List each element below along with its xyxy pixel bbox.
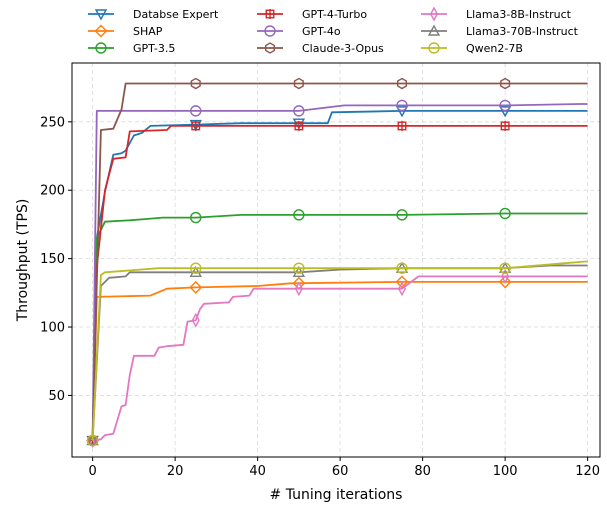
legend-item: Claude-3-Opus	[257, 42, 384, 55]
marker-circle	[95, 42, 107, 54]
series-shap	[86, 275, 588, 448]
legend-label: Databse Expert	[133, 8, 219, 21]
marker-triangle-down	[292, 118, 306, 130]
series-line	[92, 275, 588, 442]
series-claude-3-opus	[87, 77, 588, 447]
y-tick-label: 50	[48, 389, 65, 404]
marker-hexagon	[396, 77, 408, 90]
marker-triangle-up	[86, 434, 99, 446]
x-tick-label: 60	[332, 464, 349, 479]
x-tick-label: 0	[88, 464, 96, 479]
marker-hexagon	[500, 77, 511, 90]
marker-diamond	[94, 24, 108, 38]
legend-item: GPT-4o	[257, 25, 341, 38]
marker-circle	[190, 262, 202, 274]
series-llama3-8b-instruct	[88, 268, 588, 449]
x-tick-label: 20	[167, 464, 184, 479]
legend: Databse Expert SHAP GPT-3.5 GPT-4-Turbo GPT-…	[88, 6, 579, 55]
marker-circle	[499, 99, 511, 112]
marker-triangle-down	[395, 106, 409, 118]
series-qwen2-7b	[86, 260, 588, 447]
y-tick-label: 150	[40, 252, 65, 267]
legend-label: Llama3-8B-Instruct	[466, 8, 572, 21]
x-tick-label: 100	[493, 464, 518, 479]
y-axis-label: Throughput (TPS)	[15, 199, 31, 323]
marker-diamond	[498, 275, 512, 289]
marker-plus	[190, 120, 201, 131]
y-tick-label: 200	[40, 184, 65, 199]
marker-thin-diamond	[397, 281, 407, 297]
legend-item: Llama3-8B-Instruct	[421, 6, 572, 22]
series-lines	[86, 77, 588, 449]
axis-ticks: 0 20 40 60 80 100 120 50 100 150 200 250	[40, 115, 600, 479]
marker-hexagon	[264, 42, 276, 54]
legend-label: GPT-3.5	[133, 42, 175, 55]
marker-circle	[396, 262, 408, 274]
marker-circle	[396, 209, 408, 221]
x-tick-label: 120	[575, 464, 600, 479]
marker-triangle-down	[94, 9, 108, 21]
marker-hexagon	[190, 77, 201, 90]
grid	[72, 63, 600, 457]
x-tick-label: 80	[414, 464, 431, 479]
x-tick-label: 40	[249, 464, 266, 479]
marker-circle	[499, 262, 511, 274]
legend-item: Llama3-70B-Instruct	[421, 24, 579, 38]
plot-frame	[71, 62, 601, 458]
marker-plus	[293, 120, 304, 131]
marker-hexagon	[293, 77, 304, 90]
marker-circle	[190, 105, 202, 117]
legend-label: Claude-3-Opus	[302, 42, 384, 55]
legend-label: GPT-4o	[302, 25, 341, 38]
legend-label: Llama3-70B-Instruct	[466, 25, 579, 38]
marker-circle	[293, 209, 305, 221]
series-line	[91, 260, 588, 441]
legend-label: Qwen2-7B	[466, 42, 523, 55]
marker-plus	[500, 120, 511, 131]
marker-plus	[397, 120, 407, 131]
legend-label: GPT-4-Turbo	[302, 8, 367, 21]
legend-item: Databse Expert	[88, 8, 219, 21]
marker-circle	[396, 99, 408, 112]
legend-item: GPT-3.5	[88, 42, 175, 55]
legend-item: SHAP	[88, 24, 163, 38]
marker-circle	[428, 42, 440, 54]
legend-item: GPT-4-Turbo	[257, 8, 367, 21]
series-gpt-3-5	[86, 207, 588, 447]
marker-circle	[293, 262, 305, 274]
legend-label: SHAP	[133, 25, 163, 38]
marker-thin-diamond	[429, 6, 439, 22]
marker-triangle-down	[498, 106, 512, 118]
y-tick-label: 100	[40, 321, 65, 336]
marker-diamond	[189, 280, 203, 294]
marker-circle	[190, 211, 202, 224]
marker-circle	[264, 25, 276, 37]
marker-triangle-up	[427, 24, 441, 36]
marker-circle	[499, 207, 511, 220]
marker-thin-diamond	[501, 268, 510, 284]
x-axis-label: # Tuning iterations	[270, 487, 403, 503]
series-line	[91, 103, 588, 441]
marker-thin-diamond	[294, 281, 303, 297]
marker-circle	[86, 434, 99, 447]
marker-thin-diamond	[191, 312, 200, 328]
series-line	[91, 82, 588, 441]
legend-item: Qwen2-7B	[421, 42, 523, 55]
y-tick-label: 250	[40, 115, 65, 130]
marker-diamond	[395, 275, 409, 289]
marker-circle	[293, 105, 305, 117]
series-line	[91, 212, 588, 441]
marker-plus	[265, 9, 275, 19]
series-line	[91, 281, 588, 441]
